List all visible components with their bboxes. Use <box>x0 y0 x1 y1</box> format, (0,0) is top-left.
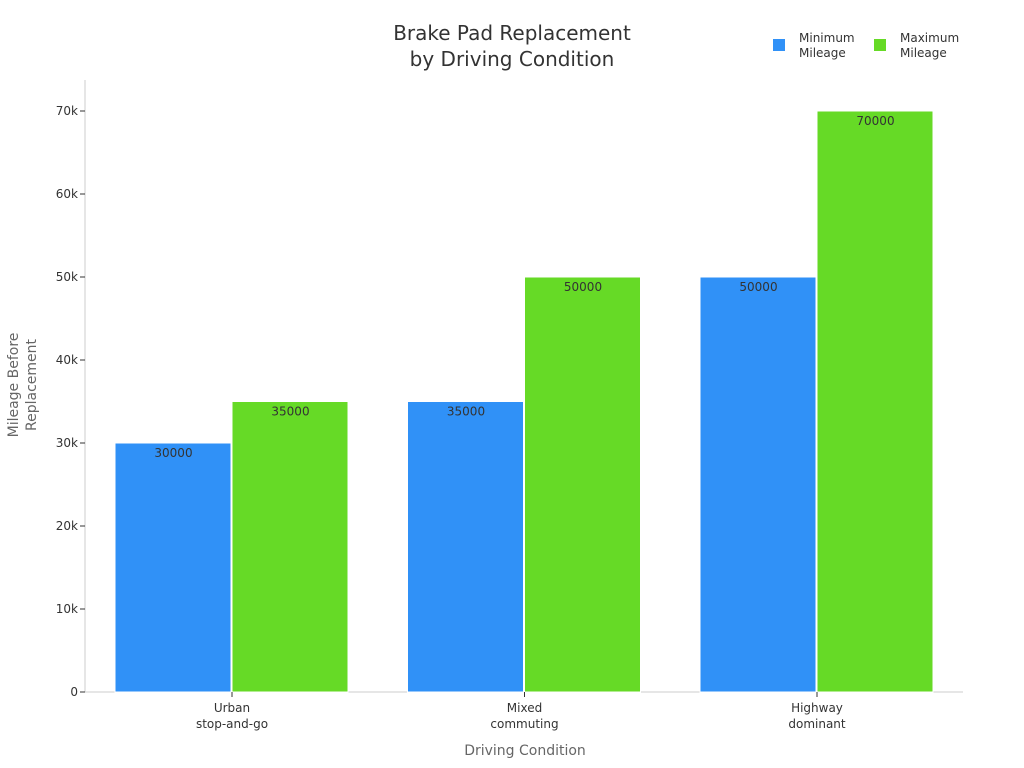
axis-titles: Driving Condition Mileage Before Replaceme… <box>6 333 586 759</box>
x-axis-title: Driving Condition <box>464 743 586 759</box>
y-tick-label: 0 <box>70 685 78 699</box>
bar-value-label: 30000 <box>154 446 192 460</box>
bar-value-label: 50000 <box>739 280 777 294</box>
bar <box>114 442 232 693</box>
x-tick-label: dominant <box>788 717 846 731</box>
bar-value-label: 70000 <box>856 114 894 128</box>
y-tick-label: 30k <box>56 436 78 450</box>
bar <box>699 276 817 693</box>
legend-label: Maximum <box>900 31 959 45</box>
y-tick-label: 50k <box>56 270 78 284</box>
x-axis-ticks: Urban stop-and-go Mixed commuting Highway dom… <box>196 692 846 731</box>
x-tick-label: Highway <box>791 701 843 715</box>
x-tick-label: Urban <box>214 701 250 715</box>
legend-swatch <box>874 39 886 51</box>
x-tick-label: Mixed <box>507 701 542 715</box>
y-tick-label: 20k <box>56 519 78 533</box>
x-tick-label: commuting <box>490 717 558 731</box>
y-axis-title-line: Mileage Before <box>6 333 22 438</box>
data-labels: 30000 35000 35000 50000 50000 70000 <box>154 114 894 460</box>
chart-title-line: Brake Pad Replacement <box>393 21 631 45</box>
bar-value-label: 35000 <box>447 405 485 419</box>
legend-swatch <box>773 39 785 51</box>
bar-value-label: 35000 <box>271 405 309 419</box>
y-axis-title-line: Replacement <box>24 338 40 431</box>
y-axis-ticks: 0 10k 20k 30k 40k 50k 60k 70k <box>56 104 85 699</box>
x-tick-label: stop-and-go <box>196 717 268 731</box>
bar-value-label: 50000 <box>564 280 602 294</box>
y-tick-label: 70k <box>56 104 78 118</box>
legend-label: Mileage <box>900 46 947 60</box>
bar <box>231 401 349 693</box>
legend-label: Minimum <box>799 31 855 45</box>
bar <box>524 276 641 693</box>
y-tick-label: 10k <box>56 602 78 616</box>
bars <box>114 110 934 693</box>
chart-title-line: by Driving Condition <box>410 47 615 71</box>
y-tick-label: 40k <box>56 353 78 367</box>
bar <box>816 110 934 693</box>
bar <box>407 401 524 693</box>
y-tick-label: 60k <box>56 187 78 201</box>
legend-label: Mileage <box>799 46 846 60</box>
y-axis-title: Mileage Before Replacement <box>6 333 40 438</box>
